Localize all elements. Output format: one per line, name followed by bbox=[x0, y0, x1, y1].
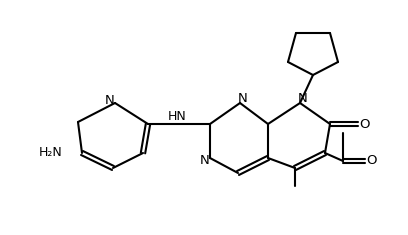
Text: N: N bbox=[298, 91, 308, 105]
Text: N: N bbox=[200, 153, 210, 167]
Text: O: O bbox=[367, 154, 377, 168]
Text: N: N bbox=[238, 91, 248, 105]
Text: HN: HN bbox=[168, 110, 186, 122]
Text: N: N bbox=[105, 94, 115, 106]
Text: H₂N: H₂N bbox=[38, 146, 62, 160]
Text: O: O bbox=[360, 118, 370, 130]
